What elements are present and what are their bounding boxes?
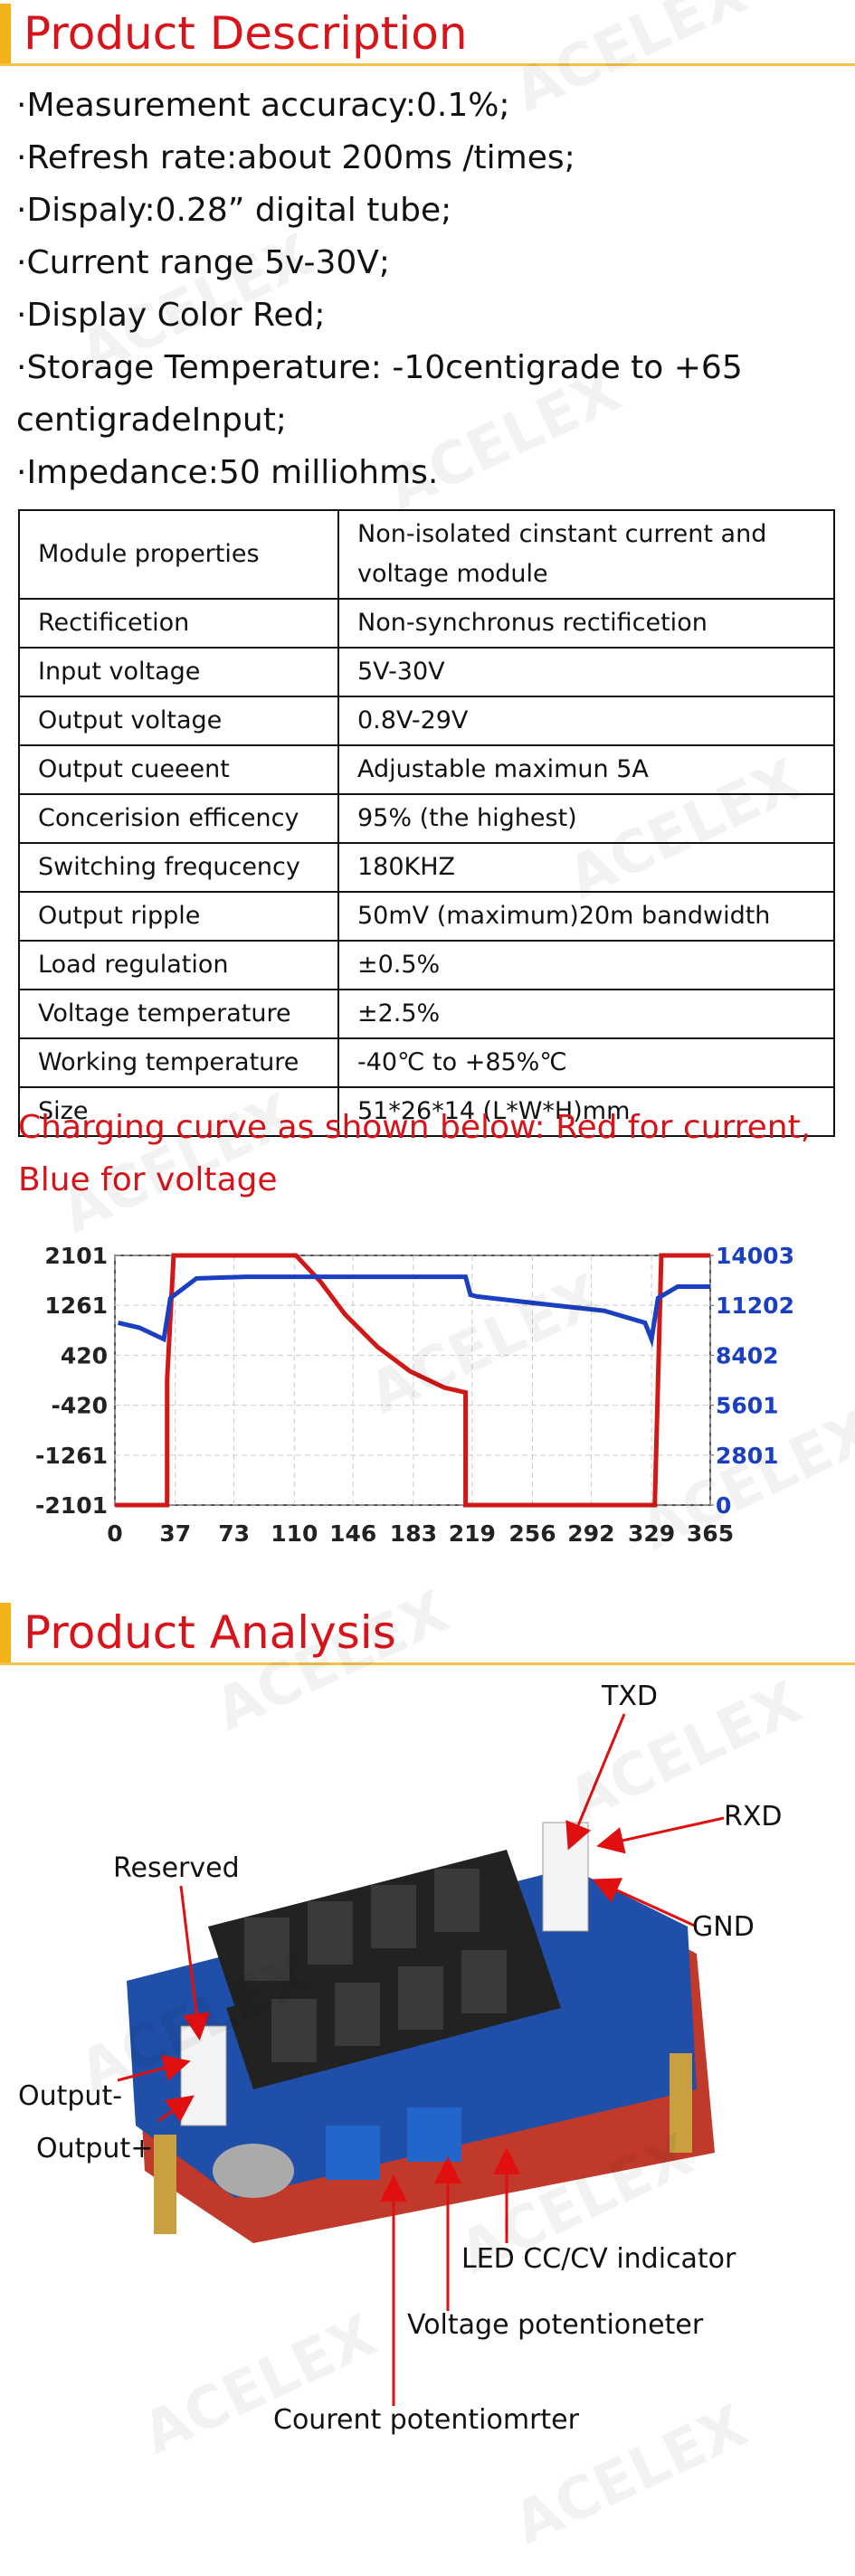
label: GND (692, 1911, 755, 1943)
y-tick-label: -420 (51, 1393, 108, 1419)
x-tick-label: 73 (218, 1520, 250, 1547)
table-cell: Concerision efficency (18, 793, 339, 844)
x-tick-label: 110 (271, 1520, 318, 1547)
x-tick-label: 292 (567, 1520, 614, 1547)
table-cell: 0.8V-29V (337, 696, 835, 746)
label: LED CC/CV indicator (461, 2243, 736, 2275)
x-tick-label: 329 (628, 1520, 675, 1547)
y2-tick-label: 0 (716, 1492, 731, 1519)
label: Courent potentiomrter (273, 2404, 580, 2436)
x-tick-label: 183 (390, 1520, 437, 1547)
caption: Charging curve as shown below: Red for c… (18, 1109, 812, 1198)
y2-tick-label: 5601 (716, 1393, 779, 1419)
table-cell: Size (18, 1086, 339, 1137)
bullet-list: ·Measurement accuracy:0.1%; ·Refresh rate… (16, 80, 776, 499)
x-tick-label: 219 (449, 1520, 496, 1547)
x-tick-label: 37 (159, 1520, 191, 1547)
spec-table: Module properties Non-isolated cinstant c… (18, 509, 835, 1137)
bullet-item: ·Current range 5v-30V; (16, 244, 391, 281)
y-tick-label: 1261 (44, 1293, 108, 1319)
section-title: Product Description (24, 7, 468, 60)
table-cell: ±2.5% (337, 989, 835, 1039)
bullet-item: ·Refresh rate:about 200ms /times; (16, 139, 575, 176)
table-row: Working temperature -40℃ to +85%℃ (18, 1037, 835, 1088)
table-row: Size 51*26*14 (L*W*H)mm (18, 1086, 835, 1137)
y-tick-label: 420 (61, 1342, 108, 1368)
table-row: Voltage temperature ±2.5% (18, 989, 835, 1039)
y2-tick-label: 2801 (716, 1443, 779, 1469)
board (127, 1822, 715, 2243)
table-row: Load regulation ±0.5% (18, 940, 835, 990)
label: Output- (18, 2080, 122, 2112)
bullet-item: ·Measurement accuracy:0.1%; (16, 87, 510, 124)
table-cell: Load regulation (18, 940, 339, 990)
label: TXD (601, 1681, 658, 1712)
table-cell: Adjustable maximun 5A (337, 744, 835, 795)
table-cell: Non-isolated cinstant current and voltag… (337, 509, 835, 600)
series-line (118, 1274, 710, 1348)
y2-tick-label: 11202 (716, 1293, 794, 1319)
label: Output+ (36, 2133, 153, 2164)
table-cell: Output voltage (18, 696, 339, 746)
table-cell: Voltage temperature (18, 989, 339, 1039)
table-cell: 50mV (maximum)20m bandwidth (337, 891, 835, 942)
table-cell: Module properties (18, 509, 339, 600)
x-tick-label: 146 (329, 1520, 376, 1547)
table-row: Output cueeent Adjustable maximun 5A (18, 744, 835, 795)
section-title: Product Analysis (24, 1606, 396, 1659)
table-row: Rectificetion Non-synchronus rectificetio… (18, 598, 835, 649)
y2-tick-label: 14003 (716, 1243, 794, 1269)
bullet-item: ·Dispaly:0.28” digital tube; (16, 192, 452, 229)
y-tick-label: -1261 (35, 1443, 108, 1469)
table-row: Input voltage 5V-30V (18, 647, 835, 697)
bullet-item: ·Display Color Red; (16, 297, 326, 334)
label: Voltage potentioneter (407, 2309, 704, 2341)
bullet-item: ·Storage Temperature: -10centigrade to +… (16, 349, 743, 439)
product-diagram: TXD RXD GND Reserved Output- Output+ LED… (18, 1681, 783, 2436)
table-cell: 95% (the highest) (337, 793, 835, 844)
table-cell: 5V-30V (337, 647, 835, 697)
table-cell: -40℃ to +85%℃ (337, 1037, 835, 1088)
label: RXD (724, 1801, 783, 1833)
table-cell: Non-synchronus rectificetion (337, 598, 835, 649)
y-tick-label: 2101 (44, 1243, 108, 1269)
table-cell: Output ripple (18, 891, 339, 942)
table-cell: Output cueeent (18, 744, 339, 795)
pointer-arrows (117, 1713, 725, 2406)
plot-area (114, 1255, 711, 1506)
table-row: Switching frequcency 180KHZ (18, 842, 835, 893)
table-row: Concerision efficency 95% (the highest) (18, 793, 835, 844)
table-cell: Working temperature (18, 1037, 339, 1088)
table-cell: ±0.5% (337, 940, 835, 990)
table-cell: 180KHZ (337, 842, 835, 893)
section-header: Product Analysis (0, 1599, 855, 1668)
y-tick-label: -2101 (35, 1492, 108, 1519)
x-tick-label: 256 (508, 1520, 556, 1547)
table-row: Module properties Non-isolated cinstant c… (18, 509, 835, 600)
table-row: Output voltage 0.8V-29V (18, 696, 835, 746)
table-cell: Input voltage (18, 647, 339, 697)
table-cell: Rectificetion (18, 598, 339, 649)
table-row: Output ripple 50mV (maximum)20m bandwidth (18, 891, 835, 942)
section-header: Product Description (0, 0, 855, 69)
y2-tick-label: 8402 (716, 1342, 779, 1368)
table-cell: 51*26*14 (L*W*H)mm (337, 1086, 835, 1137)
bullet-item: ·Impedance:50 milliohms. (16, 454, 439, 491)
x-tick-label: 0 (107, 1520, 122, 1547)
label: Reserved (113, 1852, 240, 1884)
table-cell: Switching frequcency (18, 842, 339, 893)
chart: 2101 1261 420 -420 -1261 -2101 14003 11202 8402 5… (35, 1243, 794, 1547)
x-tick-label: 365 (687, 1520, 734, 1547)
